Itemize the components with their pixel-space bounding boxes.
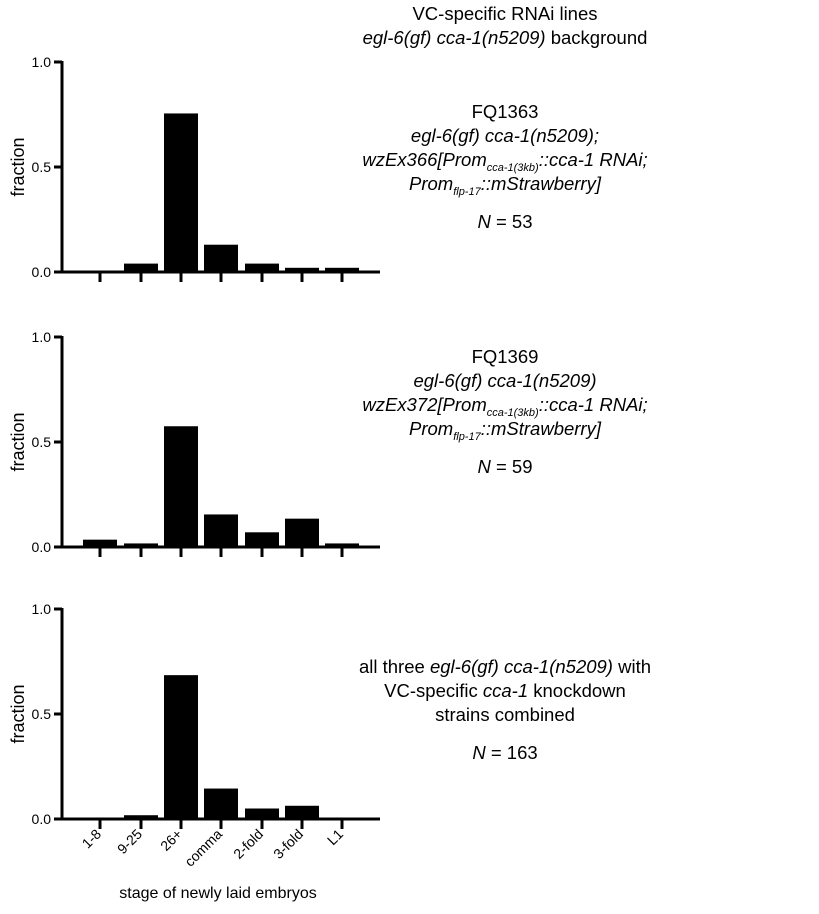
panel-2-bar-3-fold [285, 518, 319, 547]
panel-3-line-1: all three egl-6(gf) cca-1(n5209) with [358, 656, 652, 677]
panel-2-construct-line-2: Promflp-17::mStrawberry] [408, 418, 601, 443]
panel-1-y-tick-label: 1.0 [32, 54, 52, 70]
panel-3-line-3: strains combined [435, 704, 575, 725]
panel-3-bar-26+ [164, 675, 198, 819]
panel-1-bar-L1 [325, 267, 359, 272]
header-line-1: VC-specific RNAi lines [412, 3, 598, 24]
panel-3-annotation: all three egl-6(gf) cca-1(n5209) with VC… [340, 655, 670, 765]
panel-3-x-axis-label: stage of newly laid embryos [119, 885, 316, 902]
panel-3-x-tick-label: 2-fold [230, 826, 266, 862]
panel-1-n: N = 53 [477, 211, 533, 232]
panel-1-bar-comma [204, 244, 238, 272]
panel-2-bar-comma [204, 514, 238, 547]
panel-1-y-axis-label: fraction [8, 137, 28, 196]
panel-1-annotation: FQ1363 egl-6(gf) cca-1(n5209); wzEx366[P… [340, 100, 670, 234]
panel-2-y-tick-label: 1.0 [32, 329, 52, 345]
panel-3-line-2: VC-specific cca-1 knockdown [384, 680, 626, 701]
panel-2-construct-line-1: wzEx372[Promcca-1(3kb)::cca-1 RNAi; [362, 394, 648, 419]
panel-1-strain: FQ1363 [471, 101, 539, 122]
panel-3-bar-3-fold [285, 805, 319, 819]
header-line-2: egl-6(gf) cca-1(n5209) background [340, 26, 670, 50]
panel-2-bar-L1 [325, 543, 359, 547]
panel-3-x-tick-label: L1 [324, 826, 346, 848]
panel-2-bar-1-8 [83, 539, 117, 547]
panel-3-y-tick-label: 1.0 [32, 601, 52, 617]
panel-3-y-axis-label: fraction [8, 684, 28, 743]
panel-1-y-tick-label: 0.5 [32, 159, 52, 175]
panel-2-annotation: FQ1369 egl-6(gf) cca-1(n5209) wzEx372[Pr… [340, 345, 670, 479]
panel-3-x-tick-label: 9-25 [114, 826, 145, 857]
panel-2-y-axis-label: fraction [8, 412, 28, 471]
panel-1-genotype: egl-6(gf) cca-1(n5209); [410, 125, 600, 146]
panel-3-bar-L1 [325, 817, 359, 819]
panel-1-bar-9-25 [124, 263, 158, 272]
panel-1-bar-26+ [164, 113, 198, 272]
panel-3-x-tick-label: 3-fold [270, 826, 306, 862]
panel-1-construct-line-2: Promflp-17::mStrawberry] [408, 173, 601, 198]
panel-2-y-tick-label: 0.5 [32, 434, 52, 450]
header-background: background [545, 27, 648, 48]
figure-header: VC-specific RNAi lines egl-6(gf) cca-1(n… [340, 2, 670, 50]
panel-2-genotype: egl-6(gf) cca-1(n5209) [413, 370, 597, 391]
panel-2-n: N = 59 [477, 456, 533, 477]
header-genotype: egl-6(gf) cca-1(n5209) [362, 27, 546, 48]
panel-1-bar-2-fold [245, 263, 279, 272]
panel-3-x-tick-label: 26+ [157, 826, 185, 854]
panel-3-bar-9-25 [124, 815, 158, 819]
panel-1-construct-line-1: wzEx366[Promcca-1(3kb)::cca-1 RNAi; [362, 149, 648, 174]
panel-1-y-tick-label: 0.0 [32, 264, 52, 280]
panel-3-n: N = 163 [472, 742, 538, 763]
panel-3-bar-1-8 [83, 817, 117, 819]
panel-2-bar-26+ [164, 426, 198, 547]
panel-2-bar-9-25 [124, 543, 158, 547]
panel-3-y-tick-label: 0.5 [32, 706, 52, 722]
panel-3-y-tick-label: 0.0 [32, 811, 52, 827]
panel-2-strain: FQ1369 [471, 346, 539, 367]
panel-3-x-tick-label: comma [181, 826, 225, 870]
panel-3-x-tick-label: 1-8 [78, 826, 104, 852]
panel-2-bar-2-fold [245, 532, 279, 547]
panel-3-bar-2-fold [245, 808, 279, 819]
panel-2-y-tick-label: 0.0 [32, 539, 52, 555]
panel-1-bar-3-fold [285, 267, 319, 272]
panel-3-bar-comma [204, 788, 238, 819]
